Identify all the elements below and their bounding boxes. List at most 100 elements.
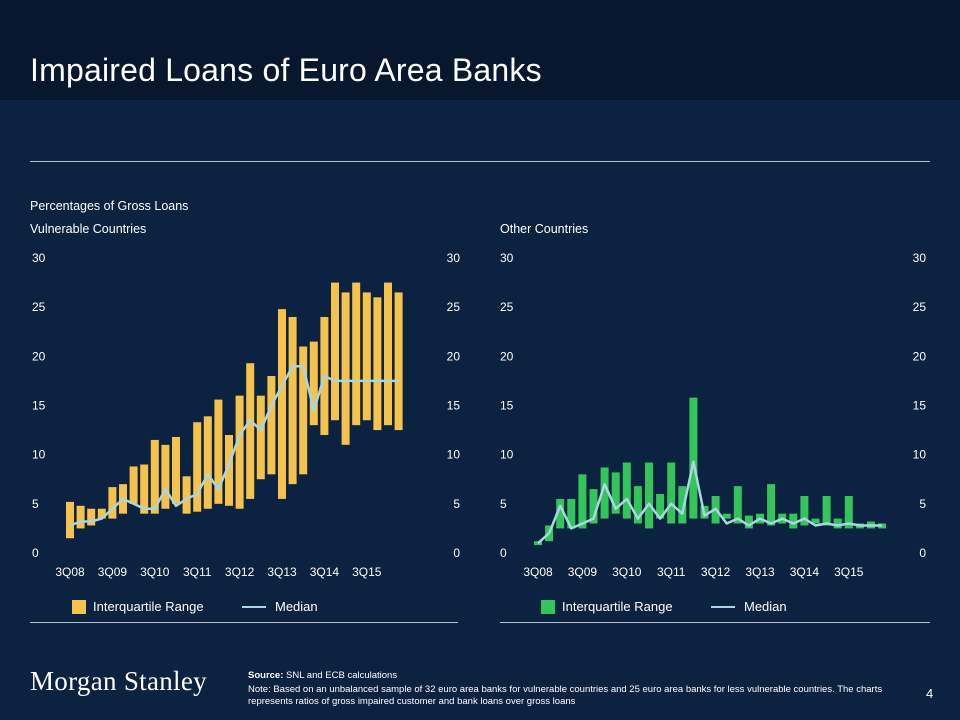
- y-tick-label-left: 15: [500, 399, 514, 413]
- interquartile-bar: [678, 486, 687, 524]
- interquartile-bar: [331, 282, 339, 421]
- x-tick-label: 3Q08: [523, 565, 553, 579]
- interquartile-bar: [811, 518, 820, 524]
- legend-median-label: Median: [275, 599, 318, 614]
- x-tick-label: 3Q11: [183, 565, 212, 579]
- interquartile-bar: [789, 513, 798, 529]
- interquartile-bar: [733, 486, 742, 524]
- y-tick-label-left: 25: [32, 300, 46, 314]
- median-line: [69, 364, 399, 527]
- other-chart-title: Other Countries: [500, 222, 589, 236]
- interquartile-bar: [256, 395, 265, 480]
- interquartile-bar: [722, 513, 731, 519]
- y-tick-label-left: 10: [32, 448, 46, 462]
- y-tick-label-left: 30: [500, 251, 514, 265]
- y-tick-label-right: 20: [913, 349, 927, 363]
- top-divider: [30, 161, 930, 162]
- interquartile-bar: [833, 518, 842, 529]
- page-title: Impaired Loans of Euro Area Banks: [30, 52, 542, 88]
- interquartile-bar: [556, 498, 565, 529]
- chart-subtitle: Percentages of Gross Loans: [30, 199, 189, 213]
- interquartile-bar: [341, 292, 350, 445]
- interquartile-bar: [76, 505, 85, 529]
- interquartile-bar: [667, 462, 676, 524]
- y-tick-label-left: 25: [500, 300, 514, 314]
- interquartile-bar: [600, 467, 609, 519]
- x-tick-label: 3Q15: [834, 565, 864, 579]
- y-tick-label-left: 15: [32, 399, 46, 413]
- interquartile-bar: [633, 486, 642, 524]
- interquartile-bar: [567, 498, 576, 529]
- median-line: [537, 460, 883, 545]
- interquartile-bar: [373, 297, 382, 431]
- source-line: Source: SNL and ECB calculations: [248, 670, 397, 681]
- interquartile-bar: [352, 282, 361, 426]
- interquartile-bar: [622, 462, 631, 519]
- y-tick-label-right: 30: [447, 251, 461, 265]
- y-tick-label-right: 30: [913, 251, 927, 265]
- legend-interquartile-label: Interquartile Range: [93, 599, 204, 614]
- median-line-swatch: [242, 606, 266, 608]
- x-tick-label: 3Q15: [352, 565, 382, 579]
- morgan-stanley-logo: Morgan Stanley: [30, 666, 207, 696]
- interquartile-bar: [767, 484, 776, 526]
- y-tick-label-right: 25: [913, 300, 927, 314]
- interquartile-bar: [278, 309, 286, 499]
- interquartile-bar: [288, 317, 297, 485]
- y-tick-label-right: 20: [447, 349, 461, 363]
- legend-median-label: Median: [744, 599, 787, 614]
- interquartile-bar: [225, 435, 233, 506]
- interquartile-range-swatch: [541, 600, 555, 614]
- y-tick-label-right: 0: [453, 546, 460, 560]
- title-bar: [0, 0, 960, 100]
- interquartile-bar: [589, 489, 598, 524]
- right-bottom-divider: [500, 622, 930, 623]
- vulnerable-countries-chart: 0 0 5 5 10 10 15 15 20 20 25 25 30 30 3Q08 3Q09 3Q10 3Q11…: [32, 251, 461, 579]
- interquartile-bar: [108, 487, 117, 519]
- interquartile-bar: [87, 508, 96, 526]
- interquartile-bar: [66, 501, 74, 539]
- interquartile-bar: [362, 292, 371, 421]
- source-text: SNL and ECB calculations: [286, 670, 398, 681]
- y-tick-label-right: 10: [447, 448, 461, 462]
- interquartile-bar: [611, 472, 620, 514]
- y-tick-label-left: 0: [32, 546, 39, 560]
- interquartile-bar: [299, 346, 308, 475]
- y-tick-label-right: 5: [919, 497, 926, 511]
- y-tick-label-right: 15: [447, 399, 461, 413]
- interquartile-bar: [203, 416, 212, 509]
- y-tick-label-right: 10: [913, 448, 927, 462]
- y-tick-label-right: 25: [447, 300, 461, 314]
- interquartile-bar: [172, 436, 180, 504]
- x-tick-label: 3Q10: [140, 565, 170, 579]
- y-tick-label-left: 20: [32, 349, 46, 363]
- x-tick-label: 3Q13: [745, 565, 775, 579]
- interquartile-bar: [384, 282, 392, 426]
- other-countries-chart: 0 0 5 5 10 10 15 15 20 20 25 25 30 30 3Q08 3Q09 3Q10 3Q11…: [500, 251, 927, 579]
- interquartile-bar: [267, 376, 276, 475]
- interquartile-bar: [235, 395, 244, 509]
- interquartile-bar: [844, 495, 853, 529]
- interquartile-bar: [578, 474, 587, 529]
- y-tick-label-left: 5: [32, 497, 39, 511]
- y-tick-label-right: 5: [453, 497, 460, 511]
- interquartile-bar: [182, 476, 191, 514]
- y-tick-label-left: 30: [32, 251, 46, 265]
- y-tick-label-left: 5: [500, 497, 507, 511]
- interquartile-bar: [246, 363, 255, 499]
- interquartile-bar: [689, 397, 698, 519]
- interquartile-bar: [129, 466, 138, 504]
- y-tick-label-left: 20: [500, 349, 514, 363]
- x-tick-label: 3Q09: [98, 565, 128, 579]
- interquartile-range-swatch: [72, 600, 86, 614]
- x-tick-label: 3Q08: [55, 565, 85, 579]
- y-tick-label-left: 10: [500, 448, 514, 462]
- interquartile-bar: [822, 495, 831, 526]
- left-bottom-divider: [30, 622, 458, 623]
- x-tick-label: 3Q14: [790, 565, 820, 579]
- page-number: 4: [926, 686, 934, 701]
- y-tick-label-right: 15: [913, 399, 927, 413]
- interquartile-bar: [656, 494, 665, 519]
- x-tick-label: 3Q09: [568, 565, 598, 579]
- x-tick-label: 3Q12: [225, 565, 255, 579]
